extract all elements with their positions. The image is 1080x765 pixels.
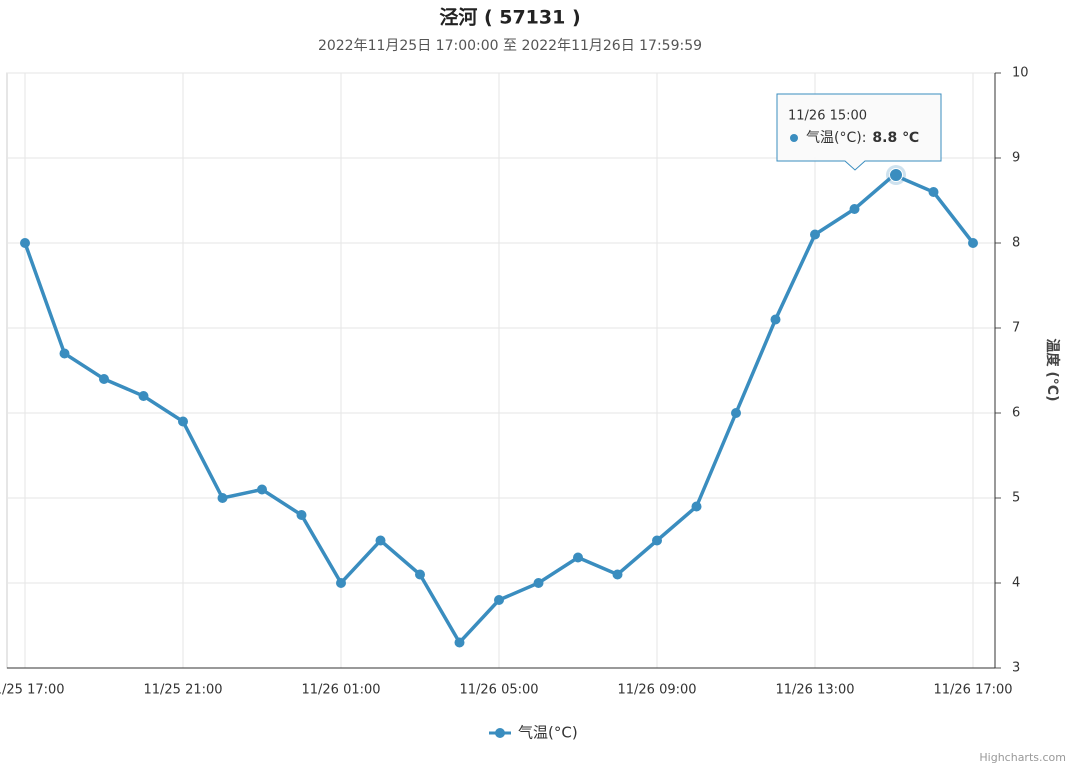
- tooltip-body: 气温(°C): 8.8 ℃: [806, 130, 919, 146]
- tooltip-label: 气温(°C):: [806, 130, 866, 146]
- data-point: [731, 408, 741, 418]
- x-tick-label: 11/26 17:00: [933, 683, 1012, 698]
- data-point: [59, 348, 70, 359]
- data-point: [533, 578, 544, 588]
- x-tick-label: 11/26 09:00: [617, 683, 696, 698]
- data-point: [612, 569, 623, 580]
- chart-subtitle: 2022年11月25日 17:00:00 至 2022年11月26日 17:59…: [318, 38, 702, 54]
- x-tick-label: 11/25 17:00: [0, 683, 65, 698]
- y-tick-label: 7: [1012, 321, 1020, 336]
- chart-title: 泾河 ( 57131 ): [439, 7, 580, 29]
- data-point: [257, 484, 267, 495]
- data-point: [20, 238, 30, 248]
- tooltip-value: 8.8 ℃: [872, 130, 919, 146]
- x-tick-label: 11/26 13:00: [775, 683, 854, 698]
- data-point: [573, 552, 583, 563]
- tooltip-header: 11/26 15:00: [788, 109, 867, 124]
- y-tick-label: 6: [1012, 406, 1020, 421]
- data-point: [928, 187, 939, 197]
- data-point: [217, 493, 228, 503]
- data-point: [454, 637, 465, 648]
- y-tick-label: 9: [1012, 151, 1020, 166]
- data-point: [494, 595, 504, 605]
- hover-point: [889, 168, 903, 182]
- data-point: [652, 535, 662, 546]
- data-point: [178, 416, 188, 427]
- data-point: [375, 535, 386, 546]
- data-point: [415, 569, 425, 580]
- legend-label: 气温(°C): [518, 724, 578, 742]
- x-tick-label: 11/26 01:00: [301, 683, 380, 698]
- y-axis-label: 温度 (°C): [1044, 339, 1061, 402]
- y-tick-label: 5: [1012, 491, 1020, 506]
- legend-symbol: [495, 728, 505, 738]
- x-tick-label: 11/25 21:00: [143, 683, 222, 698]
- data-point: [296, 510, 307, 520]
- data-point: [849, 204, 860, 214]
- data-point: [968, 238, 978, 248]
- data-point: [336, 578, 346, 588]
- data-point: [810, 229, 820, 240]
- y-tick-label: 8: [1012, 236, 1020, 251]
- y-tick-label: 3: [1012, 661, 1020, 676]
- data-point: [99, 374, 109, 384]
- data-point: [138, 391, 149, 401]
- y-tick-label: 4: [1012, 576, 1020, 591]
- plot-background: [6, 72, 996, 669]
- y-tick-label: 10: [1012, 66, 1029, 81]
- credits: Highcharts.com: [979, 751, 1066, 764]
- data-point: [691, 501, 702, 512]
- x-tick-label: 11/26 05:00: [459, 683, 538, 698]
- data-point: [770, 314, 781, 325]
- tooltip-box: [776, 93, 942, 171]
- tooltip-symbol: [790, 134, 798, 142]
